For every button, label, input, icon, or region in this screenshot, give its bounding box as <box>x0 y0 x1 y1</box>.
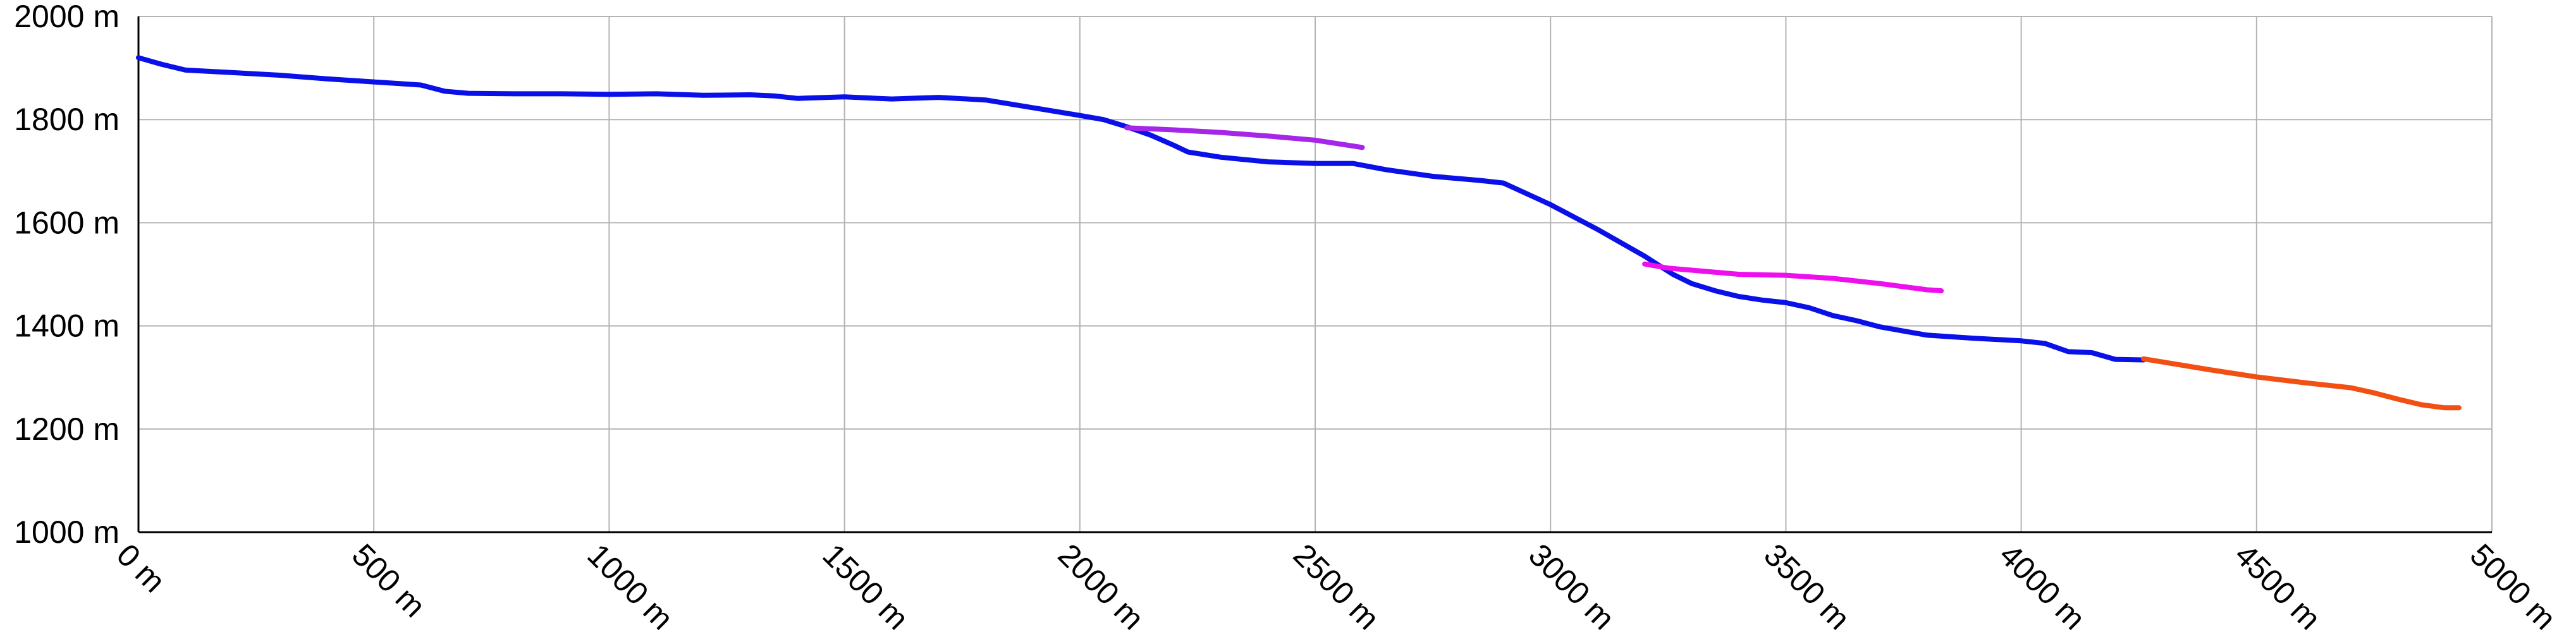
y-tick-label: 1800 m <box>14 102 120 137</box>
series-line-3 <box>1642 261 1944 294</box>
x-tick-label: 2500 m <box>1287 537 1387 632</box>
x-tick-label: 1500 m <box>816 537 916 632</box>
y-tick-label: 1000 m <box>14 514 120 550</box>
series-line-4 <box>2141 356 2462 411</box>
x-tick-label: 3000 m <box>1522 537 1622 632</box>
x-tick-label: 5000 m <box>2463 537 2563 632</box>
y-tick-label: 1400 m <box>14 308 120 344</box>
x-tick-labels: 0 m 500 m 1000 m 1500 m 2000 m 2500 m 3000 m 35… <box>110 537 2563 632</box>
x-tick-label: 4500 m <box>2228 537 2328 632</box>
x-tick-label: 3500 m <box>1757 537 1857 632</box>
axis-layer <box>137 16 2492 533</box>
y-tick-labels: 1000 m 1200 m 1400 m 1600 m 1800 m 2000 m <box>14 0 120 550</box>
series-line-2 <box>1124 125 1365 150</box>
y-tick-label: 1600 m <box>14 205 120 240</box>
y-tick-label: 1200 m <box>14 411 120 447</box>
x-tick-label: 500 m <box>345 537 432 624</box>
x-tick-label: 1000 m <box>580 537 680 632</box>
x-tick-label: 4000 m <box>1992 537 2092 632</box>
x-tick-label: 2000 m <box>1052 537 1151 632</box>
series-layer <box>136 55 2462 411</box>
y-tick-label: 2000 m <box>14 0 120 34</box>
series-line-1 <box>136 55 2147 363</box>
